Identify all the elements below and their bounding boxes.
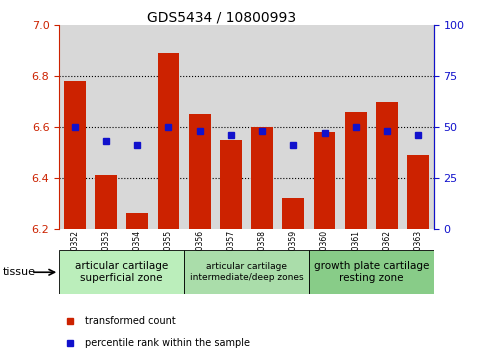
- Bar: [184, 250, 309, 294]
- Bar: [126, 213, 148, 229]
- Text: GDS5434 / 10800993: GDS5434 / 10800993: [147, 11, 296, 25]
- Bar: [64, 81, 86, 229]
- Bar: [282, 198, 304, 229]
- Bar: [340, 25, 371, 229]
- Text: articular cartilage
intermediate/deep zones: articular cartilage intermediate/deep zo…: [190, 262, 303, 282]
- Text: growth plate cartilage
resting zone: growth plate cartilage resting zone: [314, 261, 429, 284]
- Bar: [153, 25, 184, 229]
- Bar: [309, 25, 340, 229]
- Bar: [246, 25, 278, 229]
- Bar: [251, 127, 273, 229]
- Text: tissue: tissue: [2, 267, 35, 277]
- Bar: [59, 25, 90, 229]
- Bar: [407, 155, 429, 229]
- Bar: [403, 25, 434, 229]
- Bar: [309, 250, 434, 294]
- Bar: [90, 25, 122, 229]
- Bar: [184, 25, 215, 229]
- Bar: [220, 140, 242, 229]
- Bar: [59, 250, 184, 294]
- Text: transformed count: transformed count: [85, 316, 176, 326]
- Text: articular cartilage
superficial zone: articular cartilage superficial zone: [75, 261, 168, 284]
- Bar: [345, 112, 367, 229]
- Bar: [314, 132, 335, 229]
- Bar: [95, 175, 117, 229]
- Bar: [189, 114, 211, 229]
- Bar: [371, 25, 403, 229]
- Bar: [278, 25, 309, 229]
- Bar: [157, 53, 179, 229]
- Bar: [215, 25, 246, 229]
- Text: percentile rank within the sample: percentile rank within the sample: [85, 338, 250, 348]
- Bar: [122, 25, 153, 229]
- Bar: [376, 102, 398, 229]
